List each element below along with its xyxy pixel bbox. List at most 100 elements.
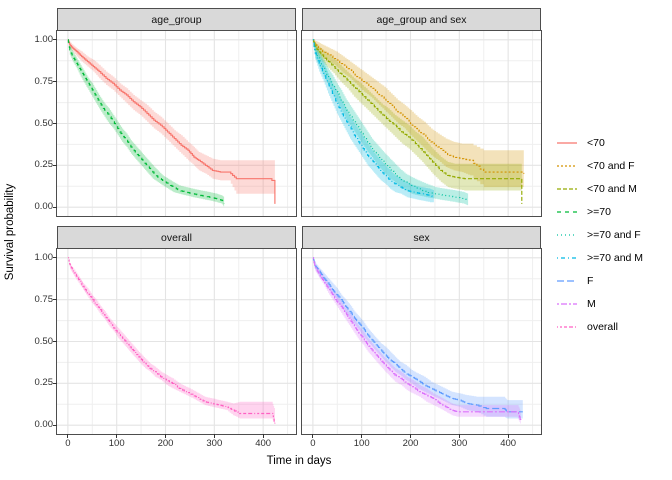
x-tick-label: 400	[255, 438, 272, 449]
y-tick-mark	[53, 382, 57, 384]
y-tick-label: 0.50	[34, 335, 54, 347]
legend-label: <70 and F	[587, 159, 635, 172]
survival-curve-lt70	[67, 39, 276, 204]
facet-strip-age-group-and-sex: age_group and sex	[302, 8, 541, 31]
legend-key-line-icon	[557, 256, 577, 259]
x-tick-mark	[213, 434, 215, 438]
y-tick-mark	[53, 424, 57, 426]
legend-key-line-icon	[557, 233, 577, 236]
x-tick-mark	[165, 434, 167, 438]
y-tick-mark	[53, 206, 57, 208]
legend-item-lt70: <70	[557, 131, 643, 154]
x-tick-label: 200	[157, 438, 174, 449]
x-tick-label: 300	[206, 438, 223, 449]
x-tick-label: 0	[310, 438, 316, 449]
y-tick-label: 0.00	[34, 201, 54, 213]
legend-item-overall: overall	[557, 315, 643, 338]
facet-plot-age-group-and-sex	[302, 31, 541, 216]
x-tick-mark	[312, 434, 314, 438]
y-tick-mark	[53, 299, 57, 301]
legend-label: F	[587, 274, 594, 287]
facet-panel-age-group-and-sex	[301, 30, 542, 217]
y-tick-mark	[53, 123, 57, 124]
x-tick-mark	[458, 434, 460, 438]
legend-key-line-icon	[557, 141, 577, 144]
y-tick-label: 0.75	[34, 75, 54, 87]
x-tick-mark	[410, 434, 412, 438]
legend-label: >=70 and F	[587, 228, 641, 241]
confidence-band-gte70-and-m	[312, 39, 434, 203]
major-gridlines	[57, 249, 296, 434]
legend-item-lt70-and-m: <70 and M	[557, 177, 643, 200]
survival-curve-m	[312, 257, 522, 422]
y-tick-label: 1.00	[34, 33, 54, 45]
survival-curve-f	[312, 257, 523, 413]
y-tick-label: 0.00	[34, 419, 54, 431]
facet-plot-overall	[57, 249, 296, 434]
y-tick-label: 0.75	[34, 293, 54, 305]
confidence-band-lt70-and-f	[312, 39, 524, 189]
confidence-band-m	[312, 257, 521, 426]
y-tick-mark	[53, 164, 57, 166]
confidence-band-lt70	[67, 39, 275, 208]
legend: <70 <70 and F <70 and M >=70 >=70 and F >=70 …	[557, 131, 643, 338]
major-gridlines	[302, 249, 541, 434]
facet-plot-sex	[302, 249, 541, 434]
x-axis-title: Time in days	[266, 455, 332, 467]
y-tick-label: 0.50	[34, 117, 54, 129]
x-tick-label: 100	[108, 438, 125, 449]
x-tick-mark	[116, 434, 118, 438]
survival-curve-gte70	[67, 39, 225, 204]
y-tick-mark	[53, 81, 57, 83]
x-tick-label: 400	[500, 438, 517, 449]
legend-item-gte70-and-f: >=70 and F	[557, 223, 643, 246]
legend-label: overall	[587, 320, 618, 333]
facet-panel-overall	[56, 248, 297, 435]
legend-label: >=70	[587, 205, 611, 218]
facet-plot-age-group	[57, 31, 296, 216]
major-gridlines	[57, 31, 296, 216]
legend-label: M	[587, 297, 596, 310]
facet-panel-sex	[301, 248, 542, 435]
y-tick-mark	[53, 257, 57, 259]
x-tick-mark	[262, 434, 264, 438]
x-tick-label: 300	[451, 438, 468, 449]
legend-key-line-icon	[557, 164, 577, 167]
facet-strip-overall: overall	[57, 226, 296, 249]
y-tick-label: 0.25	[34, 377, 54, 389]
legend-item-lt70-and-f: <70 and F	[557, 154, 643, 177]
legend-label: <70 and M	[587, 182, 637, 195]
legend-label: >=70 and M	[587, 251, 644, 264]
survival-curve-lt70-and-f	[312, 39, 525, 174]
x-tick-label: 200	[402, 438, 419, 449]
y-tick-mark	[53, 341, 57, 342]
legend-item-f: F	[557, 269, 643, 292]
legend-key-line-icon	[557, 210, 577, 213]
facet-panel-age-group	[56, 30, 297, 217]
y-tick-mark	[53, 39, 57, 41]
legend-label: <70	[587, 136, 605, 149]
x-tick-mark	[507, 434, 509, 438]
survival-curve-lt70-and-m	[312, 39, 523, 204]
legend-key-line-icon	[557, 302, 577, 305]
confidence-band-overall	[67, 257, 275, 426]
legend-key-line-icon	[557, 325, 577, 328]
x-tick-label: 0	[65, 438, 71, 449]
legend-item-gte70-and-m: >=70 and M	[557, 246, 643, 269]
x-tick-label: 100	[353, 438, 370, 449]
confidence-band-f	[312, 257, 523, 419]
legend-key-line-icon	[557, 279, 577, 282]
x-tick-mark	[361, 434, 363, 438]
y-tick-label: 0.25	[34, 159, 54, 171]
x-tick-mark	[67, 434, 69, 438]
legend-item-gte70: >=70	[557, 200, 643, 223]
confidence-band-gte70-and-f	[312, 39, 469, 206]
legend-key-line-icon	[557, 187, 577, 190]
facet-strip-age-group: age_group	[57, 8, 296, 31]
confidence-band-lt70-and-m	[312, 39, 522, 208]
legend-item-m: M	[557, 292, 643, 315]
facet-strip-sex: sex	[302, 226, 541, 249]
survival-curve-overall	[67, 257, 276, 424]
survival-curve-gte70-and-m	[312, 39, 435, 198]
